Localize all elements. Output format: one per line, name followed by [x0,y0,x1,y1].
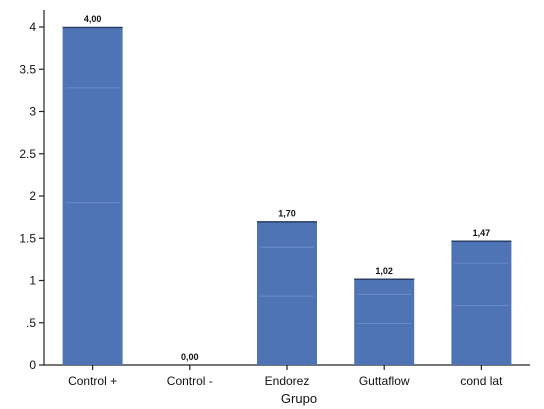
bar-rect [451,240,512,365]
data-labels: 4,00 0,00 1,70 1,02 1,47 [84,14,490,362]
data-label: 4,00 [84,14,102,24]
x-tick-label: Guttaflow [359,374,410,388]
x-tick-label: Control + [68,374,117,388]
y-tick-label: 0 [29,358,36,372]
data-label: 1,47 [473,228,491,238]
data-label: 1,70 [278,208,296,218]
y-axis: 0 .5 1 1.5 2 2.5 3 3.5 4 [19,10,45,372]
bar [257,221,317,365]
y-tick-label: 2 [29,189,36,203]
bars [62,26,512,365]
bar [62,26,123,365]
y-tick-label: 2.5 [19,147,36,161]
x-axis-title: Grupo [281,391,317,406]
data-label: 0,00 [181,352,199,362]
y-tick-label: 1 [29,274,36,288]
y-tick-label: 1.5 [19,231,36,245]
y-tick-label: 3 [29,105,36,119]
y-tick-label: 4 [29,20,36,34]
x-axis: Control + Control - Endorez Guttaflow cond l… [44,364,530,388]
bar [354,278,415,365]
bar-rect [62,27,123,365]
bar-rect [257,221,317,365]
bar [451,240,512,365]
x-tick-label: Control - [167,374,213,388]
data-label: 1,02 [375,266,393,276]
y-tick-label: 3.5 [19,62,36,76]
x-tick-label: Endorez [265,374,310,388]
y-tick-label: .5 [26,316,36,330]
bar-rect [354,278,415,365]
x-tick-label: cond lat [460,374,503,388]
